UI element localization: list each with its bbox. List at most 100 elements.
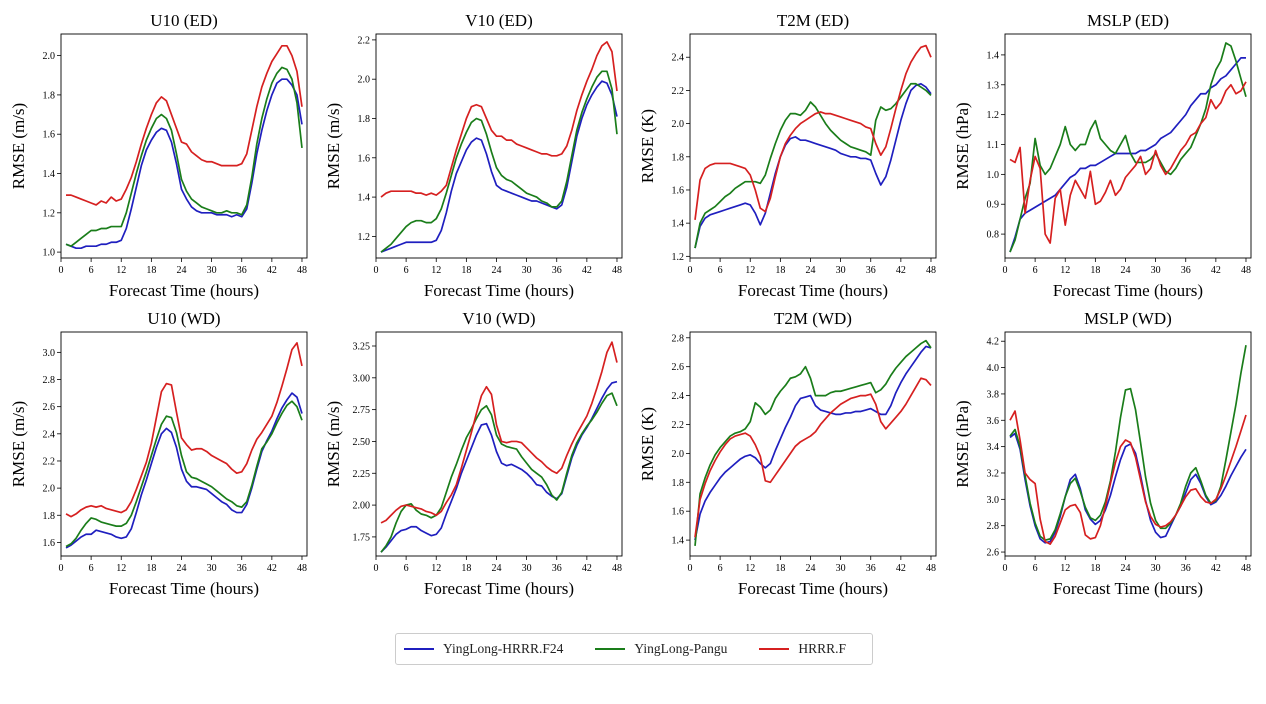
plot-frame <box>1004 331 1252 557</box>
x-tick-label: 18 <box>775 265 785 276</box>
y-axis-label: RMSE (hPa) <box>953 400 972 487</box>
series-line-1 <box>380 80 618 253</box>
y-tick-label: 2.75 <box>353 405 371 416</box>
y-tick-label: 2.6 <box>43 402 56 413</box>
x-axis-label: Forecast Time (hours) <box>738 579 888 598</box>
y-axis-label: RMSE (m/s) <box>9 103 28 189</box>
y-tick-label: 3.8 <box>987 389 1000 400</box>
x-tick-label: 42 <box>582 563 592 574</box>
series-line-2 <box>694 339 932 546</box>
x-tick-label: 48 <box>926 265 936 276</box>
y-tick-label: 2.4 <box>672 53 685 64</box>
x-tick-label: 12 <box>1060 265 1070 276</box>
x-tick-label: 36 <box>1181 265 1191 276</box>
x-tick-label: 12 <box>1060 563 1070 574</box>
series-line-1 <box>380 380 618 553</box>
x-tick-label: 6 <box>89 563 94 574</box>
y-tick-label: 2.8 <box>987 521 1000 532</box>
y-tick-label: 1.8 <box>43 90 56 101</box>
x-tick-label: 36 <box>237 563 247 574</box>
y-axis-label: RMSE (m/s) <box>324 401 343 487</box>
x-tick-label: 36 <box>237 265 247 276</box>
x-tick-label: 0 <box>59 563 64 574</box>
x-axis-label: Forecast Time (hours) <box>109 281 259 300</box>
plot-frame <box>1004 33 1252 259</box>
series-line-2 <box>694 82 932 249</box>
y-tick-label: 2.50 <box>353 437 371 448</box>
x-axis-label: Forecast Time (hours) <box>1053 281 1203 300</box>
y-tick-label: 1.4 <box>672 536 685 547</box>
series-line-1 <box>694 345 932 541</box>
x-tick-label: 18 <box>146 265 156 276</box>
x-tick-label: 12 <box>116 563 126 574</box>
series-line-3 <box>694 44 932 220</box>
y-tick-label: 2.8 <box>43 375 56 386</box>
x-tick-label: 18 <box>461 265 471 276</box>
legend-label-yinglong-pangu: YingLong-Pangu <box>634 641 728 656</box>
y-tick-label: 1.0 <box>987 170 1000 181</box>
x-tick-label: 24 <box>176 265 186 276</box>
x-tick-label: 30 <box>836 265 846 276</box>
x-tick-label: 6 <box>718 265 723 276</box>
series-line-3 <box>65 342 303 518</box>
series-line-2 <box>65 400 303 548</box>
x-tick-label: 42 <box>1211 563 1221 574</box>
x-axis-label: Forecast Time (hours) <box>738 281 888 300</box>
x-tick-label: 6 <box>404 265 409 276</box>
x-tick-label: 18 <box>775 563 785 574</box>
x-tick-label: 0 <box>374 563 379 574</box>
x-tick-label: 42 <box>896 563 906 574</box>
y-tick-label: 2.6 <box>672 362 685 373</box>
series-line-3 <box>694 377 932 538</box>
x-tick-label: 42 <box>1211 265 1221 276</box>
x-axis-label: Forecast Time (hours) <box>424 579 574 598</box>
x-tick-label: 30 <box>207 563 217 574</box>
x-tick-label: 12 <box>745 563 755 574</box>
chart-title: V10 (WD) <box>462 309 535 328</box>
y-tick-label: 0.8 <box>987 230 1000 241</box>
chart-panel-8: MSLP (WD) Forecast Time (hours) RMSE (hPa)… <box>953 309 1252 598</box>
x-tick-label: 24 <box>176 563 186 574</box>
x-tick-label: 48 <box>612 265 622 276</box>
series-line-1 <box>1009 57 1246 253</box>
x-tick-label: 36 <box>1181 563 1191 574</box>
y-tick-label: 2.0 <box>358 75 371 86</box>
y-tick-label: 3.2 <box>987 468 1000 479</box>
y-tick-label: 3.25 <box>353 342 371 353</box>
y-axis-label: RMSE (K) <box>638 109 657 183</box>
x-tick-label: 12 <box>431 265 441 276</box>
chart-panel-4: MSLP (ED) Forecast Time (hours) RMSE (hPa)… <box>953 11 1252 300</box>
x-tick-label: 48 <box>1241 265 1251 276</box>
y-tick-label: 2.00 <box>353 501 371 512</box>
series-line-3 <box>66 44 303 206</box>
x-tick-label: 24 <box>491 265 501 276</box>
x-tick-label: 42 <box>582 265 592 276</box>
series-line-3 <box>380 341 618 524</box>
plot-frame <box>60 331 308 557</box>
x-tick-label: 42 <box>896 265 906 276</box>
x-tick-label: 0 <box>374 265 379 276</box>
x-tick-label: 18 <box>1090 265 1100 276</box>
x-tick-label: 36 <box>866 563 876 574</box>
y-tick-label: 2.0 <box>43 51 56 62</box>
chart-panel-3: T2M (ED) Forecast Time (hours) RMSE (K) 0 6 1… <box>638 11 937 300</box>
y-tick-label: 2.8 <box>672 333 685 344</box>
x-tick-label: 48 <box>612 563 622 574</box>
x-tick-label: 18 <box>1090 563 1100 574</box>
y-tick-label: 1.0 <box>43 248 56 259</box>
y-tick-label: 1.4 <box>987 50 1000 61</box>
x-tick-label: 6 <box>1033 563 1038 574</box>
x-axis-label: Forecast Time (hours) <box>424 281 574 300</box>
series-line-2 <box>65 66 303 248</box>
y-axis-label: RMSE (m/s) <box>324 103 343 189</box>
y-tick-label: 1.6 <box>358 153 371 164</box>
x-tick-label: 48 <box>297 265 307 276</box>
legend-swatch-yinglong-pangu <box>595 648 626 650</box>
x-tick-label: 6 <box>404 563 409 574</box>
y-tick-label: 1.1 <box>987 140 1000 151</box>
y-tick-label: 2.6 <box>987 548 1000 559</box>
y-tick-label: 1.75 <box>353 532 371 543</box>
chart-panel-5: U10 (WD) Forecast Time (hours) RMSE (m/s) 0… <box>9 309 308 598</box>
plot-frame <box>375 331 623 557</box>
